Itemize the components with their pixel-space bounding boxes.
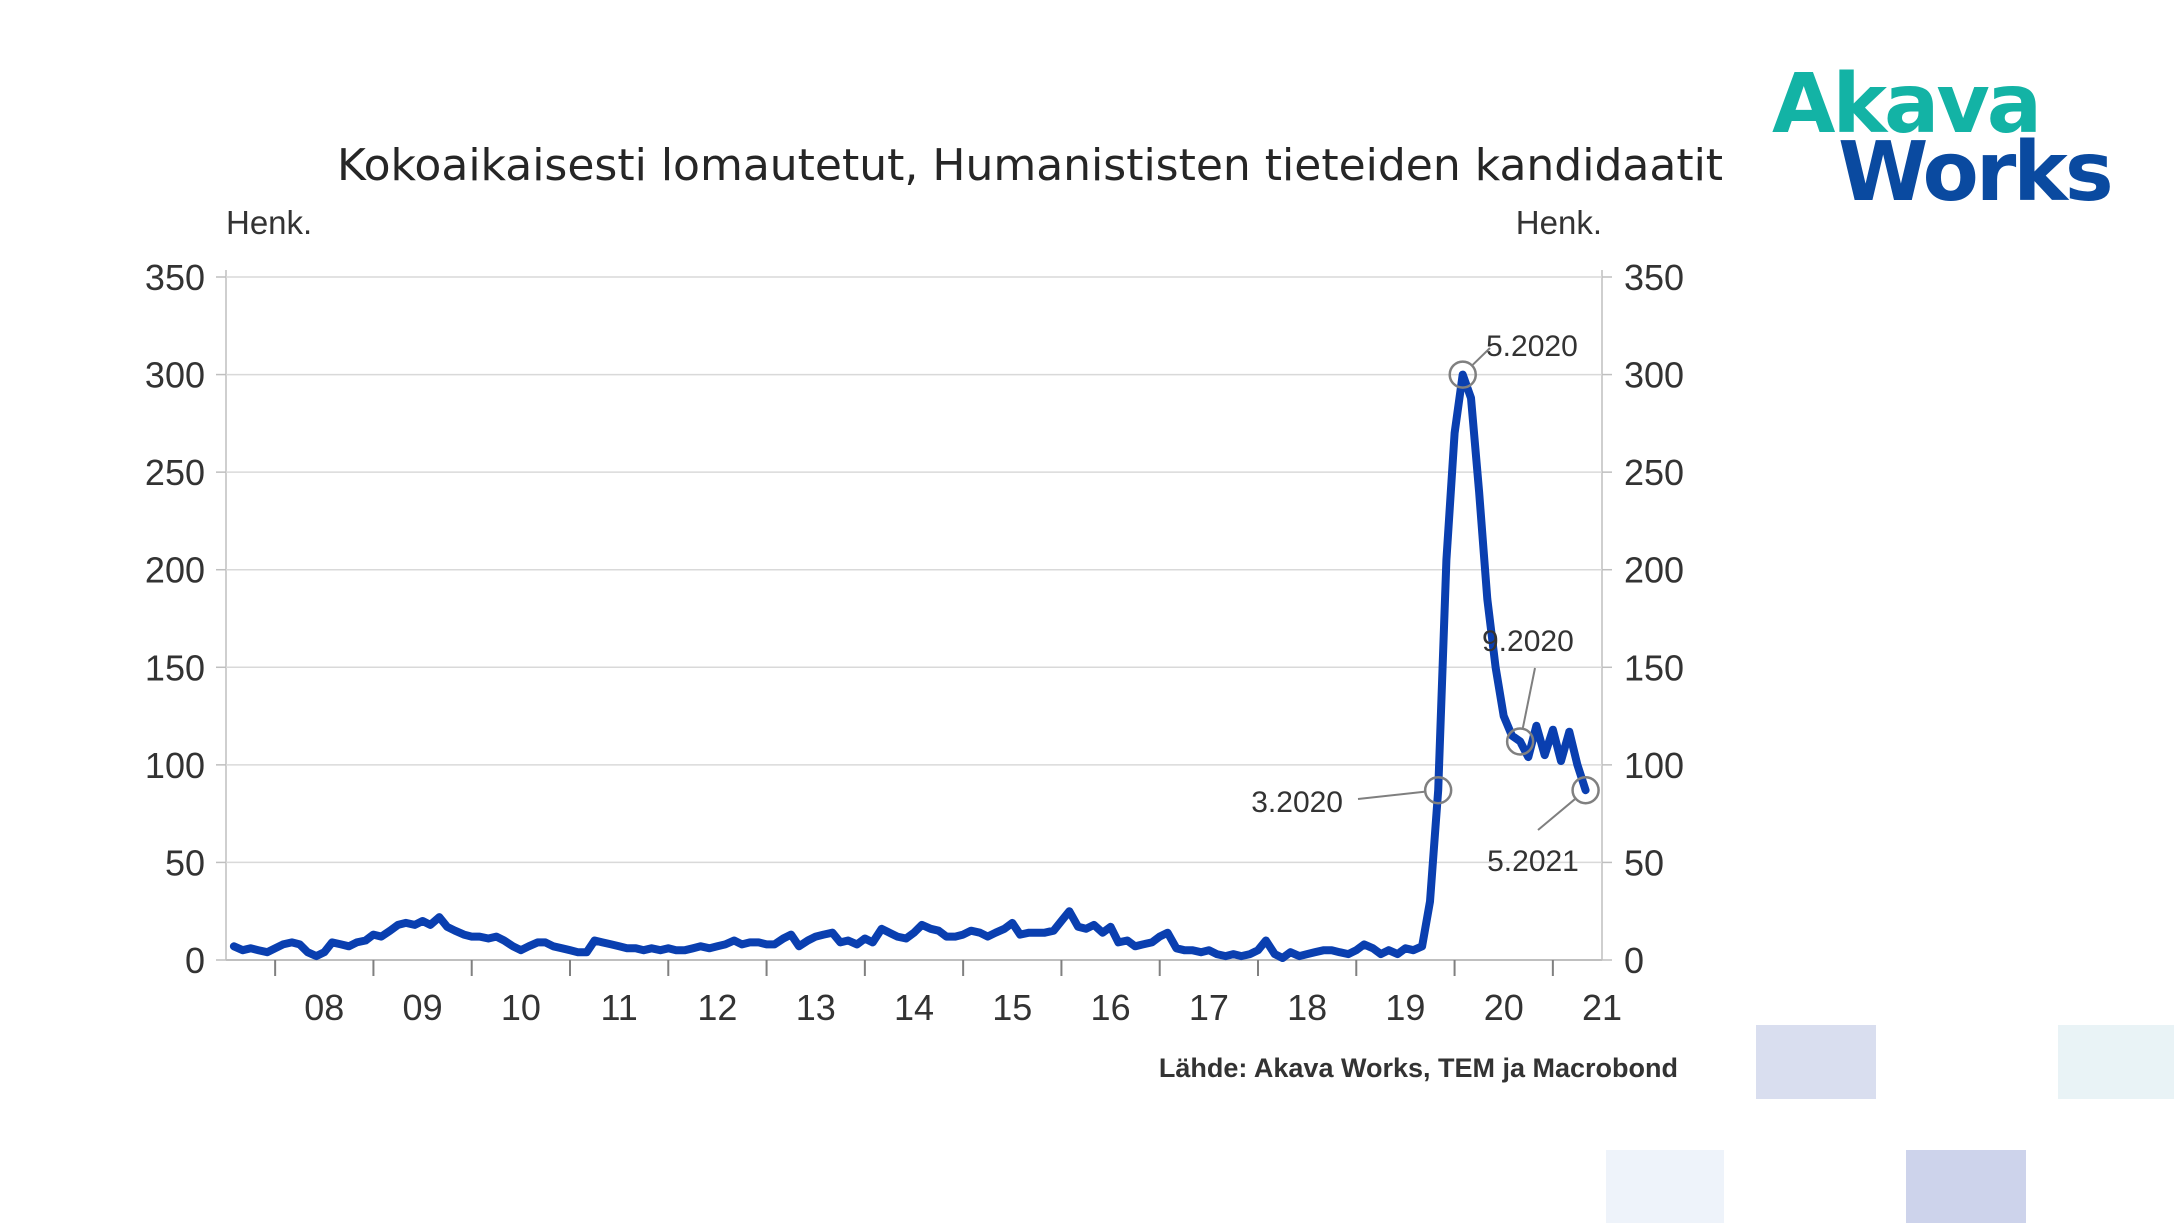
annotation-label: 5.2020 <box>1486 330 1578 363</box>
x-tick-label: 15 <box>992 987 1032 1028</box>
y-tick-label-right: 250 <box>1624 452 1684 493</box>
annotation-label: 3.2020 <box>1251 786 1343 819</box>
series-layer <box>229 370 1590 962</box>
series-line <box>229 370 1590 962</box>
chart-title: Kokoaikaisesti lomautetut, Humanististen… <box>337 140 1723 191</box>
x-tick-label: 21 <box>1582 987 1622 1028</box>
y-tick-label-right: 300 <box>1624 355 1684 396</box>
x-tick-label: 20 <box>1484 987 1524 1028</box>
x-tick-label: 14 <box>894 987 934 1028</box>
y-tick-label-right: 50 <box>1624 842 1664 883</box>
akava-works-logo: Akava Works <box>1772 57 2114 220</box>
annotation-leader <box>1521 667 1536 728</box>
x-tick-label: 13 <box>796 987 836 1028</box>
decor-square-1 <box>1756 1025 1876 1099</box>
source-note: Lähde: Akava Works, TEM ja Macrobond <box>1159 1053 1678 1083</box>
y-tick-label-left: 300 <box>145 355 205 396</box>
decor-square-2 <box>2058 1025 2174 1099</box>
y-tick-layer: 0 0 50 50 100 100 150 150 200 200 250 250 300 300 350 3… <box>145 257 1684 981</box>
x-tick-label: 08 <box>304 987 344 1028</box>
x-tick-label: 19 <box>1385 987 1425 1028</box>
logo-line-2: Works <box>1838 125 2111 220</box>
y-tick-label-right: 150 <box>1624 647 1684 688</box>
annotation-leader <box>1357 790 1425 800</box>
logo-line-1: Akava <box>1772 57 2039 152</box>
left-axis-unit: Henk. <box>226 204 312 241</box>
decor-square-3 <box>1606 1150 1724 1223</box>
annotation-leader <box>1472 347 1491 366</box>
y-tick-label-left: 0 <box>185 940 205 981</box>
annotation-label: 9.2020 <box>1482 625 1574 658</box>
y-tick-label-left: 250 <box>145 452 205 493</box>
y-tick-label-left: 50 <box>165 842 205 883</box>
grid-layer <box>226 276 1602 864</box>
right-axis-unit: Henk. <box>1516 204 1602 241</box>
x-tick-label: 18 <box>1287 987 1327 1028</box>
y-tick-label-right: 350 <box>1624 257 1684 298</box>
annotation-marker <box>1423 775 1453 805</box>
annotation-leader <box>1537 798 1576 831</box>
y-tick-label-left: 350 <box>145 257 205 298</box>
y-tick-label-right: 0 <box>1624 940 1644 981</box>
x-tick-label: 09 <box>403 987 443 1028</box>
y-tick-label-left: 100 <box>145 745 205 786</box>
annotation-layer: 5.2020 9.2020 3.2020 5.2021 <box>1251 330 1600 878</box>
x-tick-label: 10 <box>501 987 541 1028</box>
y-tick-label-right: 200 <box>1624 550 1684 591</box>
y-tick-label-left: 150 <box>145 647 205 688</box>
x-tick-label: 17 <box>1189 987 1229 1028</box>
annotation-marker <box>1571 775 1600 805</box>
annotation-label: 5.2021 <box>1487 845 1579 878</box>
x-tick-label: 11 <box>600 987 637 1028</box>
x-tick-label: 16 <box>1091 987 1131 1028</box>
annotation-marker <box>1448 360 1477 389</box>
y-tick-label-right: 100 <box>1624 745 1684 786</box>
x-tick-layer: 08 09 10 11 12 13 14 15 16 17 18 19 20 21 <box>274 960 1622 1028</box>
annotation-marker <box>1505 727 1535 756</box>
y-tick-label-left: 200 <box>145 550 205 591</box>
x-tick-label: 12 <box>697 987 737 1028</box>
decor-square-4 <box>1906 1150 2026 1223</box>
